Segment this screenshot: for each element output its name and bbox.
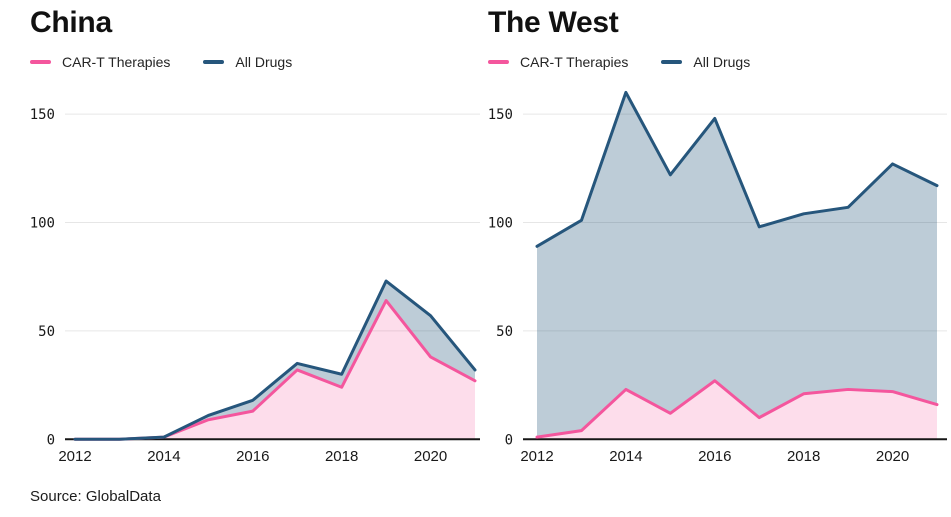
y-tick-label: 0 — [47, 432, 55, 448]
all-drugs-swatch-icon — [203, 60, 225, 64]
y-tick-label: 150 — [488, 107, 513, 123]
y-tick-label: 50 — [38, 324, 55, 340]
y-tick-label: 0 — [505, 432, 513, 448]
area-chart-the-west: 0 50 100 150 2012 2014 2016 2018 2020 — [488, 90, 947, 465]
y-tick-label: 100 — [30, 216, 55, 232]
all-drugs-area — [537, 92, 937, 438]
cart-therapies-swatch-icon — [488, 60, 509, 64]
x-tick-label: 2014 — [609, 448, 642, 465]
chart-panel-china: China CAR-T Therapies All Drugs 0 50 100 15… — [30, 6, 480, 465]
cart-therapies-area — [75, 300, 475, 440]
legend-label: All Drugs — [235, 54, 293, 70]
x-tick-label: 2014 — [147, 448, 180, 465]
legend-item-all-drugs: All Drugs — [203, 54, 292, 70]
legend-item-all-drugs: All Drugs — [661, 54, 750, 70]
x-tick-label: 2018 — [325, 448, 358, 465]
x-tick-label: 2012 — [58, 448, 91, 465]
legend: CAR-T Therapies All Drugs — [488, 54, 750, 70]
legend-label: All Drugs — [693, 54, 751, 70]
legend: CAR-T Therapies All Drugs — [30, 54, 292, 70]
legend-label: CAR-T Therapies — [62, 54, 171, 70]
y-tick-label: 100 — [488, 216, 513, 232]
all-drugs-line — [535, 90, 939, 248]
cart-therapies-swatch-icon — [30, 60, 51, 64]
legend-item-cart-therapies: CAR-T Therapies — [30, 54, 170, 70]
x-tick-label: 2016 — [236, 448, 269, 465]
x-tick-label: 2016 — [698, 448, 731, 465]
chart-title: China — [30, 6, 112, 39]
chart-title: The West — [488, 6, 619, 39]
x-tick-label: 2018 — [787, 448, 820, 465]
x-tick-label: 2020 — [876, 448, 909, 465]
cart-therapies-line — [535, 379, 939, 439]
y-tick-label: 50 — [496, 324, 513, 340]
all-drugs-line — [73, 279, 477, 441]
legend-label: CAR-T Therapies — [520, 54, 629, 70]
chart-panel-the-west: The West CAR-T Therapies All Drugs 0 50 10… — [480, 0, 951, 517]
area-chart-china: 0 50 100 150 2012 2014 2016 2018 2020 — [30, 107, 480, 465]
x-tick-label: 2012 — [520, 448, 553, 465]
source-note: Source: GlobalData — [30, 488, 161, 505]
x-tick-label: 2020 — [414, 448, 447, 465]
y-tick-label: 150 — [30, 107, 55, 123]
legend-item-cart-therapies: CAR-T Therapies — [488, 54, 628, 70]
all-drugs-swatch-icon — [661, 60, 683, 64]
